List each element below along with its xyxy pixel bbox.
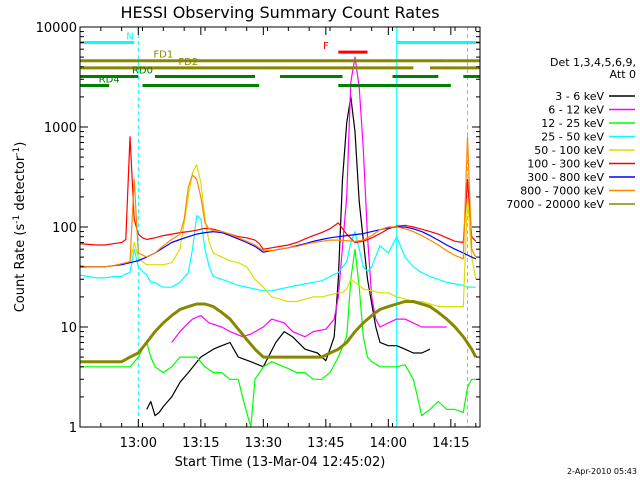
legend-entry-label-8: 7000 - 20000 keV xyxy=(506,198,604,211)
y-axis-label-text: Count Rate (s-1 detector-1) xyxy=(12,142,28,313)
x-tick-label-0: 13:00 xyxy=(120,436,157,451)
legend-entry-label-0: 3 - 6 keV xyxy=(555,90,604,103)
flag-label-n: N xyxy=(126,31,133,42)
x-axis-label: Start Time (13-Mar-04 12:45:02) xyxy=(175,455,386,470)
x-tick-label-1: 13:15 xyxy=(182,436,219,451)
flag-label-rd4: RD4 xyxy=(99,75,120,86)
legend-entry-label-4: 50 - 100 keV xyxy=(534,144,604,157)
legend-header-1: Att 0 xyxy=(610,68,636,81)
x-tick-label-2: 13:30 xyxy=(245,436,282,451)
y-label-part: ) xyxy=(13,142,28,147)
series-line-7 xyxy=(79,136,477,268)
y-label-part: Count Rate (s xyxy=(13,224,28,313)
footer-stamp: 2-Apr-2010 05:43 xyxy=(567,467,637,476)
y-tick-label-1: 10 xyxy=(60,321,77,336)
series-line-2 xyxy=(80,248,476,428)
x-tick-label-5: 14:15 xyxy=(432,436,469,451)
legend-entry-label-5: 100 - 300 keV xyxy=(527,158,604,171)
flag-label-fd1: FD1 xyxy=(153,50,173,61)
y-label-superscript: -1 xyxy=(12,147,22,156)
y-label-part: detector xyxy=(13,155,28,215)
series-line-8 xyxy=(80,300,478,364)
x-tick-label-3: 13:45 xyxy=(307,436,344,451)
legend-entry-label-6: 300 - 800 keV xyxy=(527,171,604,184)
flag-label-rd0: RD0 xyxy=(132,65,153,76)
y-axis-label: Count Rate (s-1 detector-1) xyxy=(12,142,28,313)
chart-title: HESSI Observing Summary Count Rates xyxy=(120,3,439,22)
series-line-1 xyxy=(171,56,447,343)
y-tick-label-2: 100 xyxy=(52,221,77,236)
flag-label-fd2: FD2 xyxy=(178,57,198,68)
legend-header-0: Det 1,3,4,5,6,9, xyxy=(550,56,636,69)
y-label-superscript: -1 xyxy=(12,215,22,224)
y-tick-label-3: 1000 xyxy=(44,121,77,136)
series-line-5 xyxy=(79,136,477,250)
legend-entry-label-7: 800 - 7000 keV xyxy=(520,185,604,198)
legend-entry-label-2: 12 - 25 keV xyxy=(541,117,604,130)
flag-label-f: F xyxy=(323,41,329,52)
x-tick-label-4: 14:00 xyxy=(370,436,407,451)
series-line-0 xyxy=(146,96,431,417)
legend-entry-label-1: 6 - 12 keV xyxy=(548,104,604,117)
y-tick-label-4: 10000 xyxy=(36,21,77,36)
series-line-3 xyxy=(79,215,476,292)
legend-entry-label-3: 25 - 50 keV xyxy=(541,131,604,144)
y-tick-label-0: 1 xyxy=(69,421,77,436)
